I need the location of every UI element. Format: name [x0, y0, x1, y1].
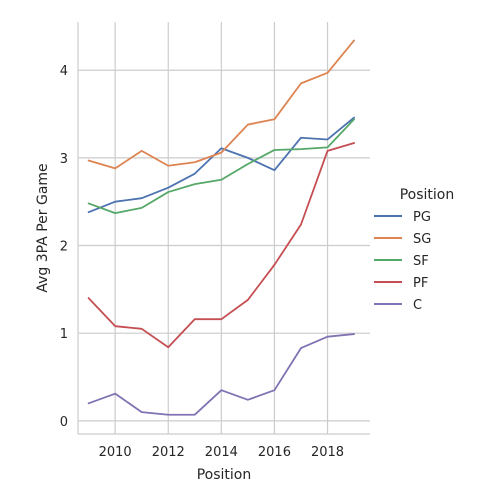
series-line-sf — [87, 118, 355, 214]
x-tick-label: 2018 — [311, 445, 344, 460]
y-tick-label: 3 — [60, 152, 68, 167]
series-line-pg — [87, 116, 355, 214]
series-line-c — [87, 333, 355, 416]
axes — [77, 22, 370, 435]
tick-labels: 2010 2012 2014 2016 2018 0 1 2 3 4 — [60, 64, 344, 460]
x-tick-label: 2014 — [205, 445, 238, 460]
legend: Position PG SG SF PF C — [374, 187, 454, 313]
x-tick-label: 2012 — [152, 445, 185, 460]
legend-title: Position — [400, 187, 455, 203]
legend-label-pg: PG — [413, 210, 431, 225]
y-tick-label: 4 — [60, 64, 68, 79]
legend-label-pf: PF — [413, 276, 428, 291]
x-tick-label: 2010 — [99, 445, 132, 460]
y-tick-label: 2 — [60, 240, 68, 255]
legend-label-sg: SG — [413, 232, 431, 247]
legend-items: PG SG SF PF C — [374, 210, 431, 313]
series-line-pf — [87, 142, 355, 349]
grid-lines — [78, 22, 370, 434]
y-axis-label: Avg 3PA Per Game — [35, 163, 51, 292]
x-axis-label: Position — [197, 467, 252, 483]
legend-label-c: C — [413, 298, 422, 313]
y-tick-label: 1 — [60, 327, 68, 342]
legend-label-sf: SF — [413, 254, 429, 269]
x-tick-label: 2016 — [258, 445, 291, 460]
y-tick-label: 0 — [60, 415, 68, 430]
series-line-sg — [87, 39, 355, 170]
series-lines — [87, 39, 355, 416]
